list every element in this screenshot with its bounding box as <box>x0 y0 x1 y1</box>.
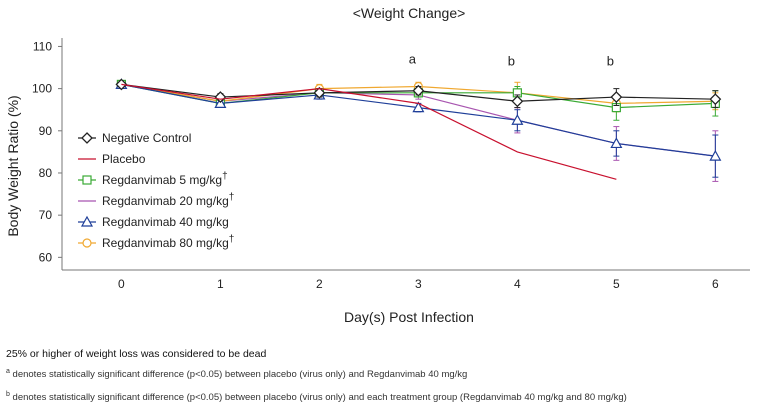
y-tick-label: 60 <box>39 250 53 264</box>
data-point-marker <box>511 95 524 108</box>
y-tick-label: 80 <box>39 166 53 180</box>
legend-dagger: † <box>229 234 235 245</box>
legend-label: Negative Control <box>102 131 191 145</box>
y-tick-label: 90 <box>39 124 53 138</box>
data-point-marker <box>82 238 92 248</box>
footnote-dead-criterion: 25% or higher of weight loss was conside… <box>6 348 267 360</box>
x-tick-label: 0 <box>118 277 125 291</box>
legend-label: Placebo <box>102 152 146 166</box>
footnote-b-text: denotes statistically significant differ… <box>12 392 627 404</box>
data-point-marker <box>82 175 92 185</box>
legend-label: Regdanvimab 20 mg/kg† <box>102 192 234 208</box>
data-point-marker <box>313 86 326 99</box>
footnote-a: a denotes statistically significant diff… <box>6 368 467 380</box>
legend-dagger: † <box>229 192 235 203</box>
data-point-marker <box>709 149 722 161</box>
legend-item: Regdanvimab 20 mg/kg† <box>78 192 234 208</box>
legend-label: Regdanvimab 5 mg/kg† <box>102 171 228 187</box>
data-point-marker <box>214 91 227 103</box>
significance-annotation: b <box>508 53 515 68</box>
data-point-marker <box>511 114 524 125</box>
footnote-b-mark: b <box>6 391 10 398</box>
legend-item: Placebo <box>78 152 146 166</box>
significance-annotation: a <box>409 51 417 66</box>
weight-change-chart: <Weight Change> Body Weight Ratio (%) Da… <box>5 5 750 325</box>
x-tick-label: 3 <box>415 277 422 291</box>
x-tick-label: 2 <box>316 277 323 291</box>
footnote-a-text: denotes statistically significant differ… <box>12 369 468 381</box>
legend-item: Regdanvimab 40 mg/kg <box>78 215 229 229</box>
data-point-marker <box>412 101 425 113</box>
y-axis-label: Body Weight Ratio (%) <box>5 95 21 236</box>
data-point-marker <box>80 215 94 227</box>
significance-annotation: b <box>607 53 614 68</box>
footnote-b: b denotes statistically significant diff… <box>6 388 706 404</box>
legend-label: Regdanvimab 40 mg/kg <box>102 215 229 229</box>
legend-label: Regdanvimab 80 mg/kg† <box>102 234 234 250</box>
series-placebo <box>121 83 617 180</box>
legend-item: Regdanvimab 80 mg/kg† <box>78 234 234 250</box>
legend-item: Regdanvimab 5 mg/kg† <box>78 171 228 187</box>
x-tick-label: 6 <box>712 277 719 291</box>
x-tick-label: 4 <box>514 277 521 291</box>
legend-dagger: † <box>222 171 228 182</box>
footnote-a-mark: a <box>6 368 10 375</box>
legend-item: Negative Control <box>78 131 191 145</box>
data-point-marker <box>412 84 425 97</box>
x-tick-label: 1 <box>217 277 224 291</box>
data-point-marker <box>709 93 722 106</box>
data-point-marker <box>610 137 623 149</box>
x-axis-label: Day(s) Post Infection <box>344 309 474 325</box>
y-tick-label: 70 <box>39 208 53 222</box>
series-regdanvimab-40-mg-kg <box>115 78 722 178</box>
series-regdanvimab-20-mg-kg <box>121 83 719 182</box>
y-tick-label: 110 <box>33 39 52 53</box>
x-tick-label: 5 <box>613 277 620 291</box>
data-point-marker <box>81 132 93 144</box>
data-point-marker <box>610 91 623 103</box>
y-tick-label: 100 <box>32 82 52 96</box>
chart-title: <Weight Change> <box>353 5 466 21</box>
series-line <box>121 83 617 180</box>
